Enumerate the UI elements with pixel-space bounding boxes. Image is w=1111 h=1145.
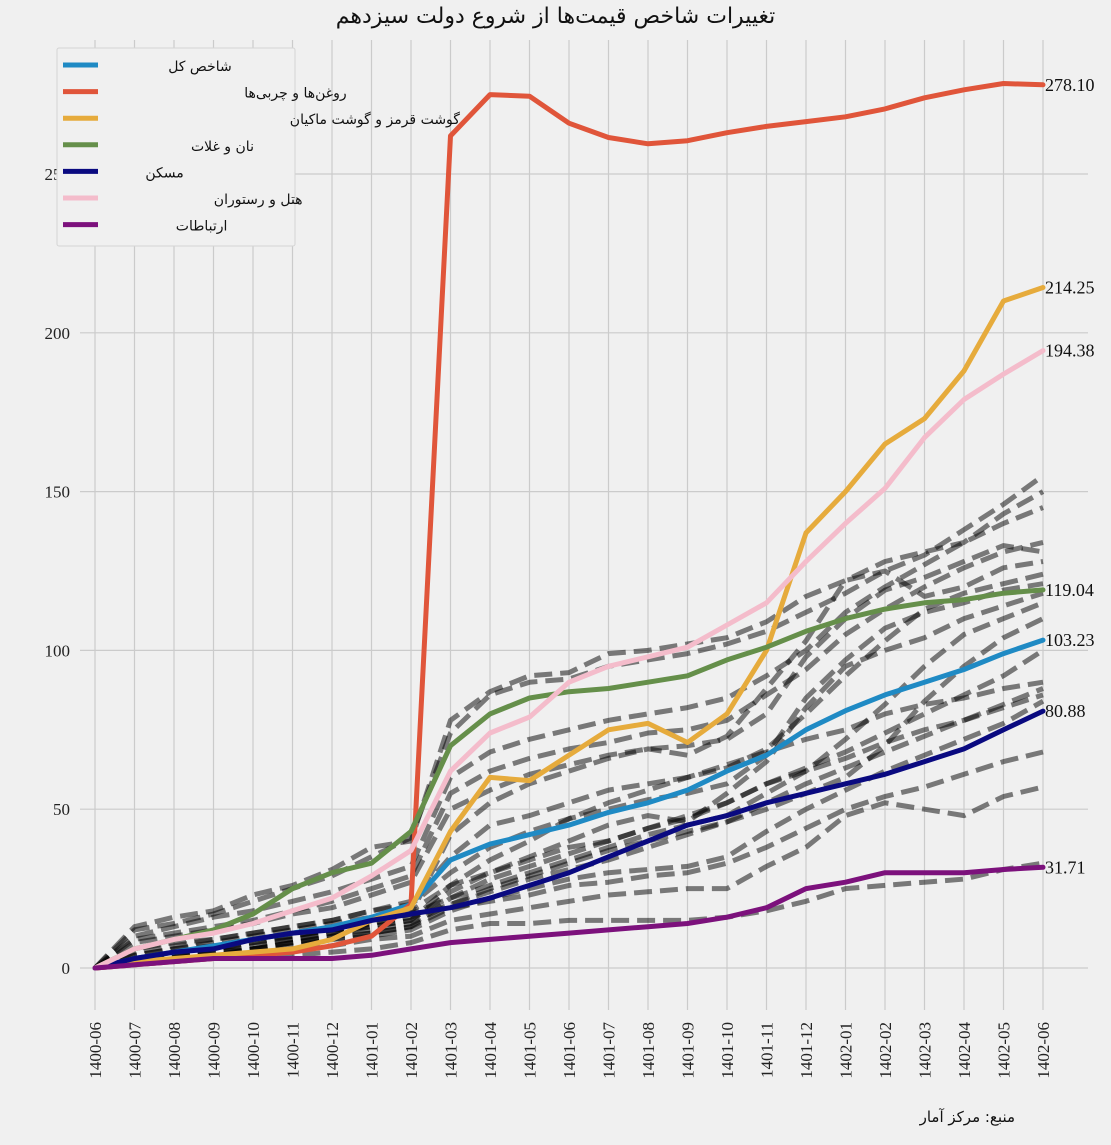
x-tick-label: 1401-04 [481, 1022, 500, 1079]
y-tick-label: 50 [53, 800, 70, 819]
background-series-line [94, 679, 1044, 971]
end-value-label: 31.71 [1045, 857, 1086, 877]
chart-title: تغییرات شاخص قیمت‌ها از شروع دولت سیزدهم [335, 4, 776, 29]
x-tick-label: 1401-10 [718, 1022, 737, 1079]
end-value-labels: 103.23 278.10 214.25 119.04 80.88 194.38 31.71 [1045, 75, 1095, 878]
series-line [92, 81, 1046, 971]
x-tick-label: 1400-08 [165, 1022, 184, 1079]
end-value-label: 194.38 [1045, 341, 1095, 361]
y-axis-ticks: 050100150200250 [45, 165, 71, 978]
x-tick-label: 1401-12 [797, 1022, 816, 1079]
x-tick-label: 1402-03 [916, 1022, 935, 1079]
series-line [92, 708, 1046, 971]
legend-label: گوشت قرمز و گوشت ماکیان [290, 111, 460, 128]
x-tick-label: 1400-09 [205, 1022, 224, 1079]
highlighted-series [92, 81, 1046, 971]
legend-label: نان و غلات [191, 139, 254, 155]
legend-box [56, 47, 296, 247]
x-tick-label: 1402-02 [876, 1022, 895, 1079]
background-series-line [94, 590, 1044, 971]
x-tick-label: 1402-01 [837, 1022, 856, 1079]
legend-label: هتل و رستوران [214, 192, 303, 208]
x-tick-label: 1401-07 [600, 1022, 619, 1079]
background-series-line [93, 489, 1045, 970]
background-series-line [93, 505, 1044, 970]
x-tick-label: 1401-09 [679, 1022, 698, 1079]
end-value-label: 80.88 [1045, 701, 1086, 721]
y-tick-label: 0 [62, 959, 71, 978]
source-note: منبع: مرکز آمار [919, 1108, 1015, 1126]
legend-label: شاخص کل [168, 59, 232, 75]
x-tick-label: 1401-06 [560, 1022, 579, 1079]
end-value-label: 119.04 [1045, 580, 1094, 600]
x-tick-label: 1401-08 [639, 1022, 658, 1079]
x-tick-label: 1402-05 [995, 1022, 1014, 1079]
x-tick-label: 1402-04 [955, 1022, 974, 1079]
background-series-line [94, 749, 1044, 971]
end-value-label: 214.25 [1045, 278, 1095, 298]
x-axis-ticks: 1400-06 1400-07 1400-08 1400-09 1400-10 1400-… [86, 1022, 1053, 1079]
legend-label: مسکن [145, 165, 183, 181]
x-tick-label: 1400-12 [323, 1022, 342, 1079]
x-tick-label: 1400-10 [244, 1022, 263, 1079]
y-tick-label: 200 [45, 324, 71, 343]
series-line [92, 348, 1046, 971]
series-line [92, 864, 1046, 971]
legend-label: روغن‌ها و چربی‌ها [244, 86, 346, 102]
x-tick-label: 1401-02 [402, 1022, 421, 1079]
legend: شاخص کل روغن‌ها و چربی‌ها گوشت قرمز و گوشت… [56, 47, 460, 247]
x-tick-label: 1400-11 [284, 1022, 303, 1078]
x-tick-label: 1402-06 [1034, 1022, 1053, 1079]
x-tick-label: 1401-05 [521, 1022, 540, 1079]
x-tick-label: 1401-03 [442, 1022, 461, 1079]
background-series-line [93, 539, 1044, 971]
series-line [92, 285, 1046, 971]
x-tick-label: 1401-11 [758, 1022, 777, 1078]
x-tick-label: 1400-07 [126, 1022, 145, 1079]
series-line [92, 587, 1046, 971]
legend-label: ارتباطات [176, 219, 228, 235]
end-value-label: 278.10 [1045, 75, 1095, 95]
background-series-line [94, 686, 1044, 971]
end-value-label: 103.23 [1045, 630, 1095, 650]
x-tick-label: 1401-01 [363, 1022, 382, 1079]
y-tick-label: 150 [45, 483, 71, 502]
y-tick-label: 100 [45, 641, 71, 660]
x-tick-label: 1400-06 [86, 1022, 105, 1079]
